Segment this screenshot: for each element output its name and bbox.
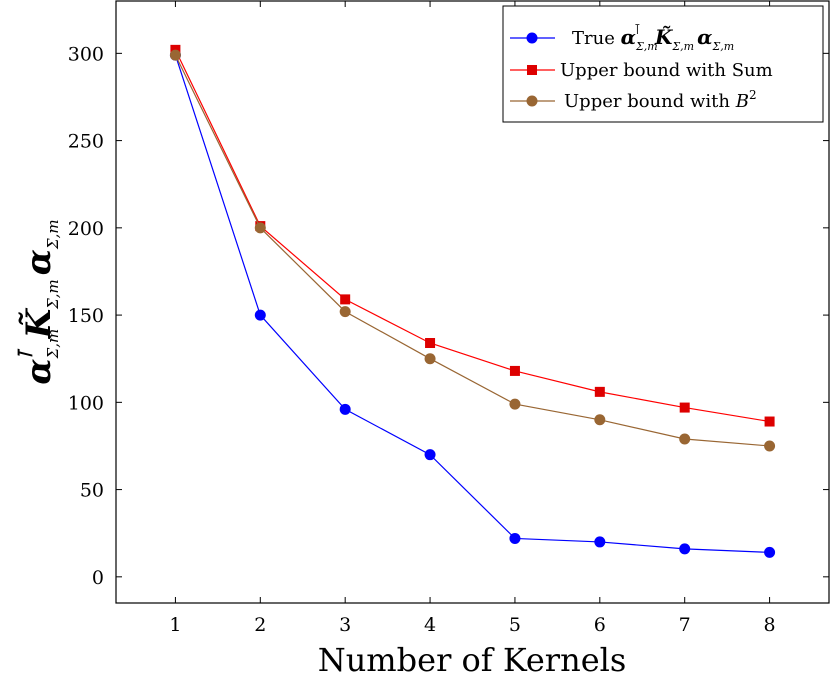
x-tick-label: 3: [339, 614, 351, 636]
legend-label-sum: Upper bound with Sum: [560, 60, 773, 81]
legend-label-b2: Upper bound with B2: [564, 88, 757, 112]
y-tick-label: 300: [68, 43, 104, 65]
data-point: [339, 403, 351, 415]
data-point: [254, 309, 266, 321]
y-tick-label: 200: [68, 218, 104, 240]
series-layer: [169, 44, 776, 558]
data-point: [764, 440, 776, 452]
legend: True αΣ,m⊺ K̃Σ,m αΣ,m Upper bound with Sum…: [502, 5, 824, 123]
y-axis-label: αΣ,m⊺K̃Σ,mαΣ,m: [13, 219, 62, 384]
series-line: [174, 49, 770, 423]
series-2: [169, 49, 776, 452]
data-point: [254, 222, 266, 234]
legend-entry-b2: Upper bound with B2: [510, 88, 757, 112]
data-point: [679, 543, 691, 555]
y-tick-label: 50: [80, 480, 104, 502]
legend-marker-circle-icon: [526, 95, 538, 107]
data-point: [169, 49, 181, 61]
series-line: [174, 54, 770, 553]
x-tick-label: 7: [679, 614, 691, 636]
data-point: [339, 306, 351, 318]
data-point: [594, 386, 605, 397]
y-tick-label: 100: [68, 392, 104, 414]
data-point: [594, 414, 606, 426]
legend-marker-circle-icon: [526, 32, 538, 44]
legend-marker-square-icon: [527, 65, 537, 75]
series-line: [174, 54, 770, 447]
x-tick-label: 2: [254, 614, 266, 636]
data-point: [509, 398, 521, 410]
x-tick-label: 4: [424, 614, 436, 636]
series-0: [169, 49, 776, 558]
data-point: [424, 353, 436, 365]
data-point: [340, 294, 351, 305]
data-point: [509, 365, 520, 376]
data-point: [764, 546, 776, 558]
legend-box: [502, 5, 824, 123]
axis-ticks: 1 2 3 4 5 6 7 8 0 50 100 150 200 250 300: [68, 1, 829, 636]
svg-text:αΣ,m⊺K̃Σ,mαΣ,m: αΣ,m⊺K̃Σ,mαΣ,m: [13, 219, 62, 384]
legend-entry-sum: Upper bound with Sum: [510, 60, 773, 81]
y-tick-label: 250: [68, 131, 104, 153]
plot-frame: [115, 0, 830, 604]
y-tick-label: 150: [68, 305, 104, 327]
data-point: [679, 402, 690, 413]
data-point: [425, 338, 436, 349]
data-point: [509, 532, 521, 544]
x-tick-label: 8: [764, 614, 776, 636]
data-point: [594, 536, 606, 548]
data-point: [424, 449, 436, 461]
data-point: [679, 433, 691, 445]
data-point: [764, 416, 775, 427]
y-tick-label: 0: [92, 567, 104, 589]
x-axis-label: Number of Kernels: [318, 641, 627, 679]
x-tick-label: 6: [594, 614, 606, 636]
x-tick-label: 1: [169, 614, 181, 636]
x-tick-label: 5: [509, 614, 521, 636]
